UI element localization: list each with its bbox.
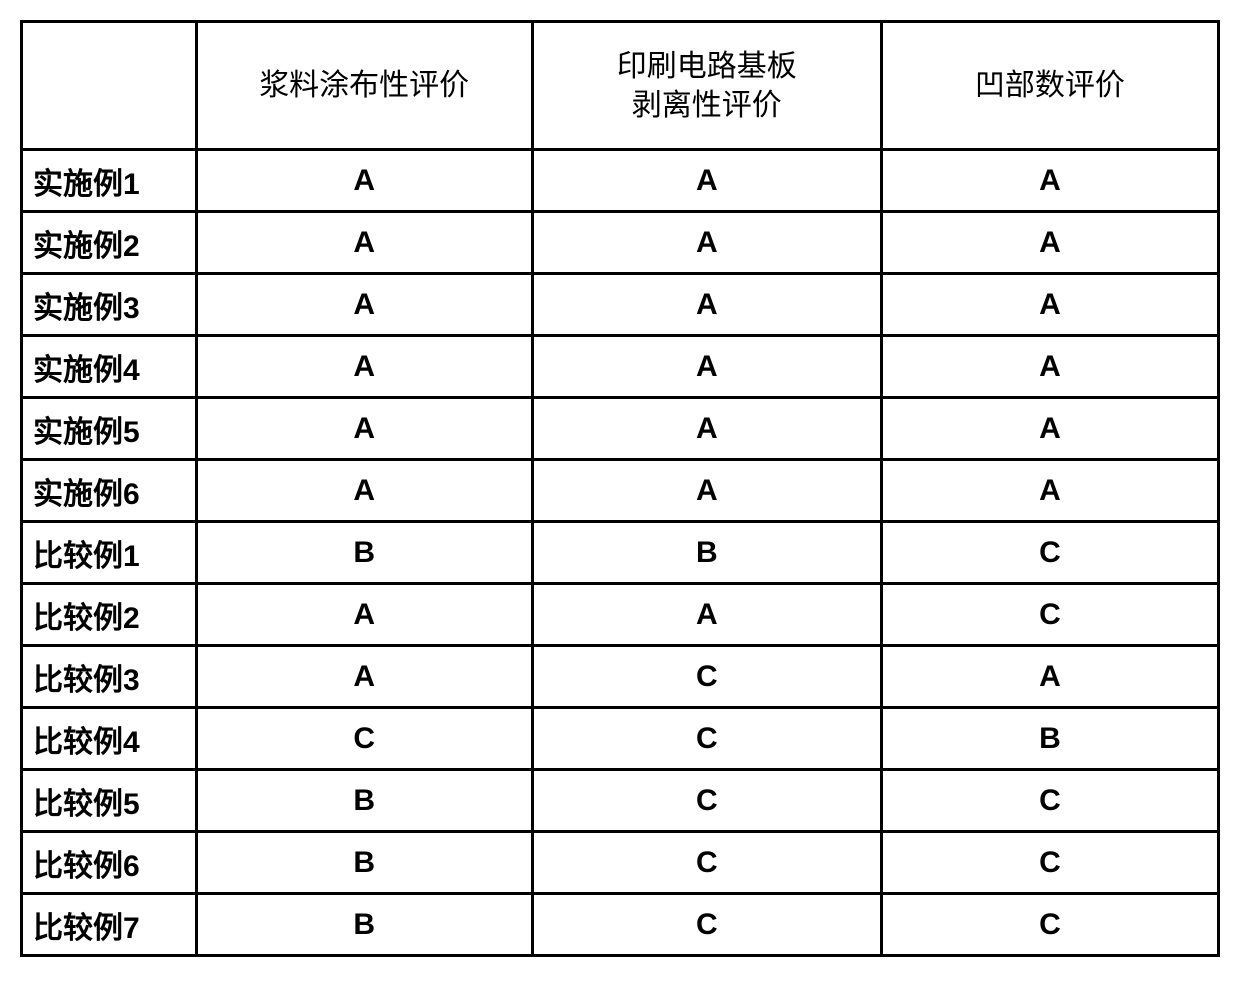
table-cell: A bbox=[196, 398, 532, 460]
table-row: 比较例5BCC bbox=[22, 770, 1219, 832]
table-row: 比较例1BBC bbox=[22, 522, 1219, 584]
table-header-col1: 浆料涂布性评价 bbox=[196, 22, 532, 150]
table-row: 实施例3AAA bbox=[22, 274, 1219, 336]
table-cell: C bbox=[532, 646, 881, 708]
table-row-label: 比较例3 bbox=[22, 646, 197, 708]
table-cell: C bbox=[196, 708, 532, 770]
table-cell: A bbox=[196, 150, 532, 212]
table-cell: C bbox=[881, 894, 1218, 956]
table-header-col2: 印刷电路基板 剥离性评价 bbox=[532, 22, 881, 150]
table-row: 比较例6BCC bbox=[22, 832, 1219, 894]
table-body: 实施例1AAA实施例2AAA实施例3AAA实施例4AAA实施例5AAA实施例6A… bbox=[22, 150, 1219, 956]
table-row-label: 比较例1 bbox=[22, 522, 197, 584]
table-row: 实施例2AAA bbox=[22, 212, 1219, 274]
table-cell: A bbox=[196, 336, 532, 398]
table-cell: A bbox=[196, 460, 532, 522]
table-row-label: 实施例3 bbox=[22, 274, 197, 336]
table-cell: A bbox=[881, 212, 1218, 274]
table-row: 实施例4AAA bbox=[22, 336, 1219, 398]
table-header-col3: 凹部数评价 bbox=[881, 22, 1218, 150]
table-row: 实施例5AAA bbox=[22, 398, 1219, 460]
table-cell: A bbox=[196, 646, 532, 708]
table-cell: A bbox=[881, 150, 1218, 212]
table-row-label: 比较例6 bbox=[22, 832, 197, 894]
table-row-label: 比较例7 bbox=[22, 894, 197, 956]
table-row: 实施例1AAA bbox=[22, 150, 1219, 212]
table-cell: A bbox=[532, 212, 881, 274]
table-row: 比较例2AAC bbox=[22, 584, 1219, 646]
table-row-label: 比较例4 bbox=[22, 708, 197, 770]
table-cell: A bbox=[196, 584, 532, 646]
table-cell: B bbox=[881, 708, 1218, 770]
table-cell: C bbox=[532, 832, 881, 894]
table-cell: A bbox=[196, 212, 532, 274]
table-row-label: 比较例5 bbox=[22, 770, 197, 832]
table-row-label: 实施例2 bbox=[22, 212, 197, 274]
table-cell: A bbox=[532, 274, 881, 336]
table-cell: A bbox=[532, 150, 881, 212]
table-cell: A bbox=[881, 398, 1218, 460]
table-row-label: 比较例2 bbox=[22, 584, 197, 646]
table-row: 实施例6AAA bbox=[22, 460, 1219, 522]
table-row: 比较例7BCC bbox=[22, 894, 1219, 956]
table-cell: C bbox=[881, 832, 1218, 894]
table-cell: A bbox=[196, 274, 532, 336]
table-cell: B bbox=[196, 832, 532, 894]
table-cell: B bbox=[196, 894, 532, 956]
table-row: 比较例4CCB bbox=[22, 708, 1219, 770]
table-row-label: 实施例5 bbox=[22, 398, 197, 460]
table-row-label: 实施例6 bbox=[22, 460, 197, 522]
table-cell: A bbox=[532, 460, 881, 522]
table-row: 比较例3ACA bbox=[22, 646, 1219, 708]
table-cell: A bbox=[532, 336, 881, 398]
table-cell: A bbox=[881, 646, 1218, 708]
table-cell: A bbox=[881, 274, 1218, 336]
table-cell: B bbox=[196, 522, 532, 584]
table-cell: C bbox=[532, 770, 881, 832]
table-row-label: 实施例1 bbox=[22, 150, 197, 212]
table-cell: B bbox=[532, 522, 881, 584]
evaluation-table: 浆料涂布性评价 印刷电路基板 剥离性评价 凹部数评价 实施例1AAA实施例2AA… bbox=[20, 20, 1220, 957]
table-cell: C bbox=[881, 522, 1218, 584]
table-row-label: 实施例4 bbox=[22, 336, 197, 398]
table-cell: C bbox=[881, 584, 1218, 646]
table-cell: C bbox=[881, 770, 1218, 832]
table-cell: A bbox=[532, 398, 881, 460]
table-cell: C bbox=[532, 708, 881, 770]
table-header-row: 浆料涂布性评价 印刷电路基板 剥离性评价 凹部数评价 bbox=[22, 22, 1219, 150]
table-cell: C bbox=[532, 894, 881, 956]
table-cell: A bbox=[881, 336, 1218, 398]
table-cell: A bbox=[881, 460, 1218, 522]
table-cell: A bbox=[532, 584, 881, 646]
table-cell: B bbox=[196, 770, 532, 832]
table-header-empty bbox=[22, 22, 197, 150]
